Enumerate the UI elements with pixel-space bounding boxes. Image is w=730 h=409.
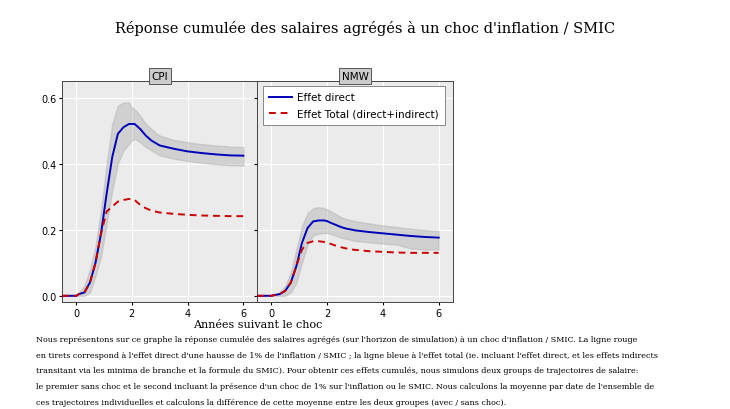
Text: le premier sans choc et le second incluant la présence d'un choc de 1% sur l'inf: le premier sans choc et le second inclua… <box>36 382 655 390</box>
Text: ces trajectoires individuelles et calculons la différence de cette moyenne entre: ces trajectoires individuelles et calcul… <box>36 398 507 406</box>
Title: NMW: NMW <box>342 72 369 82</box>
Text: transitant via les minima de branche et la formule du SMIC). Pour obtenir ces ef: transitant via les minima de branche et … <box>36 366 639 375</box>
Text: Réponse cumulée des salaires agrégés à un choc d'inflation / SMIC: Réponse cumulée des salaires agrégés à u… <box>115 20 615 36</box>
Title: CPI: CPI <box>151 72 168 82</box>
Text: Nous représentons sur ce graphe la réponse cumulée des salaires agrégés (sur l'h: Nous représentons sur ce graphe la répon… <box>36 335 638 344</box>
Text: Années suivant le choc: Années suivant le choc <box>193 319 322 329</box>
Text: en tirets correspond à l'effet direct d'une hausse de 1% de l'inflation / SMIC ;: en tirets correspond à l'effet direct d'… <box>36 351 658 359</box>
Legend: Effet direct, Effet Total (direct+indirect): Effet direct, Effet Total (direct+indire… <box>263 87 445 126</box>
